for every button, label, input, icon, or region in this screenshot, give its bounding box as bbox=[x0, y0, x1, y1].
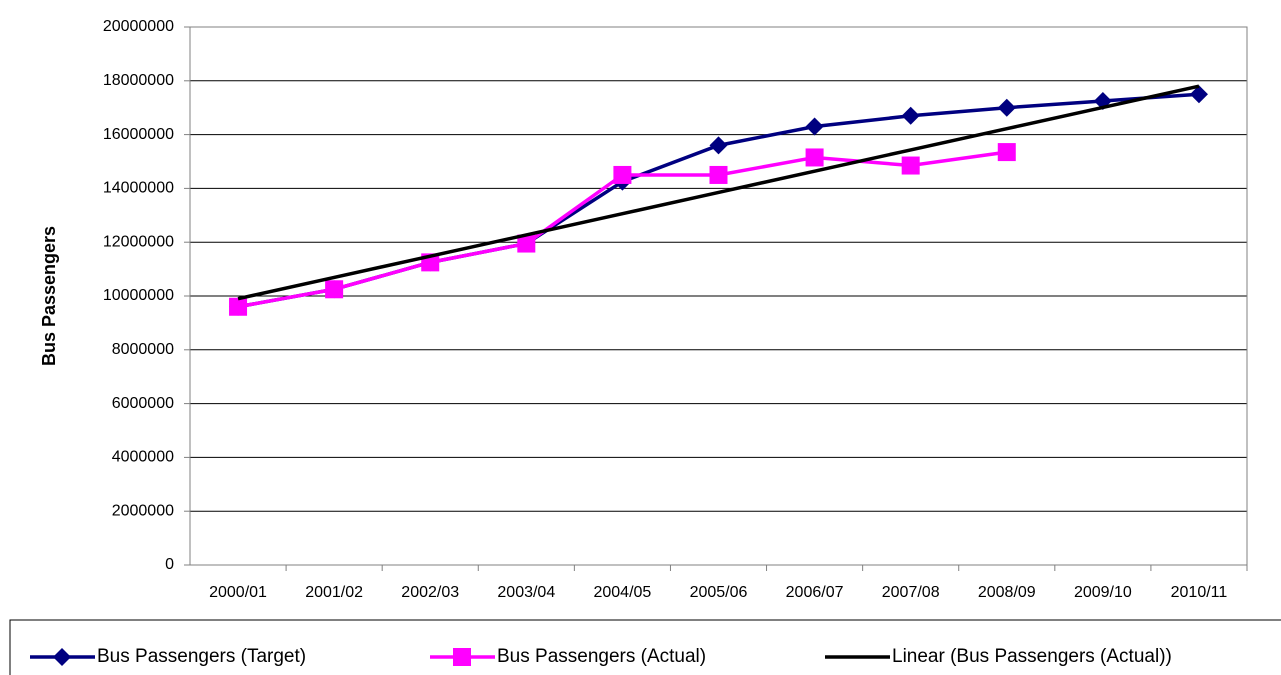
y-tick-label: 16000000 bbox=[103, 126, 174, 143]
legend-marker bbox=[453, 648, 471, 666]
legend-marker bbox=[53, 648, 71, 666]
x-tick-label: 2002/03 bbox=[401, 584, 459, 601]
square-marker bbox=[325, 280, 344, 299]
x-tick-label: 2009/10 bbox=[1074, 584, 1132, 601]
series-line bbox=[237, 84, 1200, 301]
y-tick-label: 12000000 bbox=[103, 233, 174, 250]
square-marker bbox=[901, 156, 920, 175]
y-tick-label: 0 bbox=[165, 556, 174, 573]
square-marker bbox=[229, 297, 248, 316]
legend-box bbox=[9, 619, 1281, 675]
diamond-marker bbox=[901, 106, 920, 125]
x-tick-label: 2004/05 bbox=[593, 584, 651, 601]
diamond-marker bbox=[805, 117, 824, 136]
square-marker bbox=[805, 148, 824, 167]
square-marker bbox=[517, 234, 536, 253]
plot-border bbox=[189, 26, 1248, 566]
x-tick-label: 2005/06 bbox=[690, 584, 748, 601]
y-tick-label: 20000000 bbox=[103, 18, 174, 35]
y-tick-label: 2000000 bbox=[112, 502, 174, 519]
x-tick-label: 2007/08 bbox=[882, 584, 940, 601]
square-marker bbox=[613, 165, 632, 184]
square-marker bbox=[997, 143, 1016, 162]
y-tick-label: 18000000 bbox=[103, 72, 174, 89]
x-tick-label: 2006/07 bbox=[786, 584, 844, 601]
legend-label: Bus Passengers (Target) bbox=[97, 646, 306, 667]
y-tick-label: 14000000 bbox=[103, 180, 174, 197]
x-tick-label: 2010/11 bbox=[1171, 584, 1228, 601]
x-tick-label: 2000/01 bbox=[209, 584, 267, 601]
diamond-marker bbox=[709, 136, 728, 155]
y-tick-label: 4000000 bbox=[112, 449, 174, 466]
x-tick-label: 2008/09 bbox=[978, 584, 1036, 601]
x-tick-label: 2003/04 bbox=[497, 584, 555, 601]
y-tick-label: 10000000 bbox=[103, 287, 174, 304]
square-marker bbox=[709, 165, 728, 184]
legend-label: Bus Passengers (Actual) bbox=[497, 646, 706, 667]
y-tick-label: 6000000 bbox=[112, 395, 174, 412]
y-axis-label: Bus Passengers bbox=[39, 226, 59, 366]
diamond-marker bbox=[997, 98, 1016, 117]
diamond-marker bbox=[1189, 85, 1208, 104]
legend-label: Linear (Bus Passengers (Actual)) bbox=[892, 646, 1172, 667]
y-tick-label: 8000000 bbox=[112, 341, 174, 358]
x-tick-label: 2001/02 bbox=[305, 584, 363, 601]
